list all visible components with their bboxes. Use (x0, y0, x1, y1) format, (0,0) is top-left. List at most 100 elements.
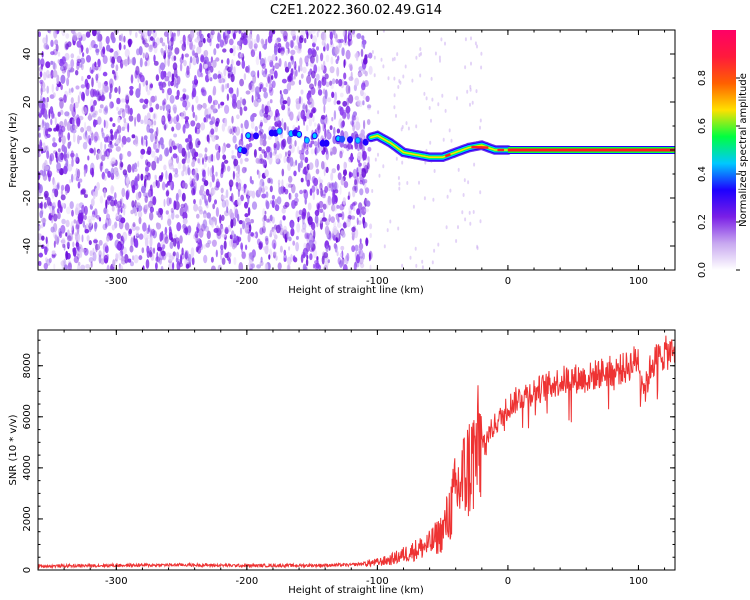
noise-blob (145, 259, 150, 269)
noise-blob (240, 32, 244, 37)
noise-blob (341, 47, 345, 57)
noise-blob (211, 187, 216, 195)
noise-blob (39, 70, 43, 78)
noise-blob (423, 91, 426, 96)
noise-blob (279, 45, 283, 53)
noise-blob (146, 150, 151, 155)
noise-blob (186, 121, 189, 127)
noise-blob (185, 250, 189, 259)
noise-blob (135, 32, 138, 38)
noise-blob (296, 48, 302, 54)
noise-blob (66, 77, 70, 87)
noise-blob (348, 171, 352, 179)
noise-blob (260, 83, 263, 89)
noise-blob (311, 185, 316, 193)
noise-blob (415, 55, 418, 60)
noise-blob (415, 124, 418, 129)
noise-blob (411, 78, 414, 83)
snr-x-tick-label: -200 (236, 576, 259, 587)
noise-blob (302, 66, 307, 74)
noise-blob (42, 173, 48, 181)
noise-blob (312, 108, 316, 114)
noise-blob (43, 202, 47, 209)
noise-blob (262, 220, 266, 229)
noise-blob (303, 189, 307, 194)
noise-blob (41, 170, 47, 177)
noise-blob (60, 184, 65, 191)
noise-blob (418, 180, 420, 185)
noise-blob (263, 91, 269, 99)
noise-blob (177, 162, 182, 170)
noise-blob (307, 202, 312, 211)
noise-blob (199, 62, 203, 73)
noise-blob (50, 51, 55, 56)
noise-blob (63, 118, 68, 127)
noise-blob (164, 147, 170, 157)
noise-blob (138, 233, 144, 240)
noise-blob (209, 154, 213, 161)
noise-blob (190, 120, 196, 127)
noise-blob (209, 167, 214, 178)
noise-blob (240, 242, 244, 250)
noise-blob (171, 210, 175, 220)
noise-blob (43, 71, 47, 81)
noise-blob (281, 179, 284, 187)
noise-blob (233, 234, 237, 241)
noise-blob (39, 169, 44, 176)
noise-blob (232, 32, 236, 40)
noise-blob (348, 30, 354, 37)
noise-blob (363, 208, 370, 213)
noise-blob (133, 177, 138, 185)
noise-blob (196, 103, 202, 111)
noise-blob (174, 168, 179, 175)
noise-blob (366, 119, 371, 125)
noise-blob (431, 97, 434, 102)
noise-blob (38, 184, 43, 194)
noise-blob (117, 206, 120, 215)
noise-blob (276, 115, 280, 124)
noise-blob (476, 244, 479, 249)
noise-blob (280, 30, 285, 35)
noise-blob (139, 57, 143, 68)
noise-blob (250, 30, 253, 35)
noise-blob (184, 226, 189, 236)
noise-blob (197, 221, 200, 227)
noise-blob (38, 191, 42, 197)
noise-blob (356, 99, 361, 106)
noise-blob (226, 206, 229, 214)
noise-blob (163, 70, 167, 78)
noise-blob (184, 116, 190, 121)
noise-blob (352, 111, 357, 117)
noise-blob (345, 84, 350, 95)
noise-blob (327, 259, 330, 264)
noise-blob (106, 44, 111, 52)
noise-blob (71, 225, 75, 235)
colorbar-tick-label: 0.4 (697, 166, 708, 182)
noise-blob (168, 162, 174, 170)
noise-blob (152, 112, 158, 121)
noise-blob (264, 262, 269, 270)
noise-blob (320, 114, 326, 120)
noise-blob (330, 147, 334, 156)
noise-blob (398, 181, 401, 186)
noise-blob (146, 89, 151, 96)
noise-blob (328, 232, 332, 241)
noise-blob (52, 48, 58, 56)
noise-blob (85, 87, 90, 97)
noise-blob (362, 178, 365, 186)
noise-blob (437, 242, 440, 247)
noise-blob (123, 204, 127, 210)
noise-blob (344, 34, 348, 42)
noise-blob (236, 114, 240, 120)
noise-blob (267, 55, 273, 63)
noise-blob (121, 153, 124, 159)
noise-blob (255, 56, 260, 66)
noise-blob (263, 133, 267, 141)
noise-blob (342, 197, 346, 205)
noise-blob (349, 156, 354, 161)
noise-blob (339, 38, 344, 43)
noise-blob (438, 55, 441, 60)
noise-blob (151, 160, 157, 171)
